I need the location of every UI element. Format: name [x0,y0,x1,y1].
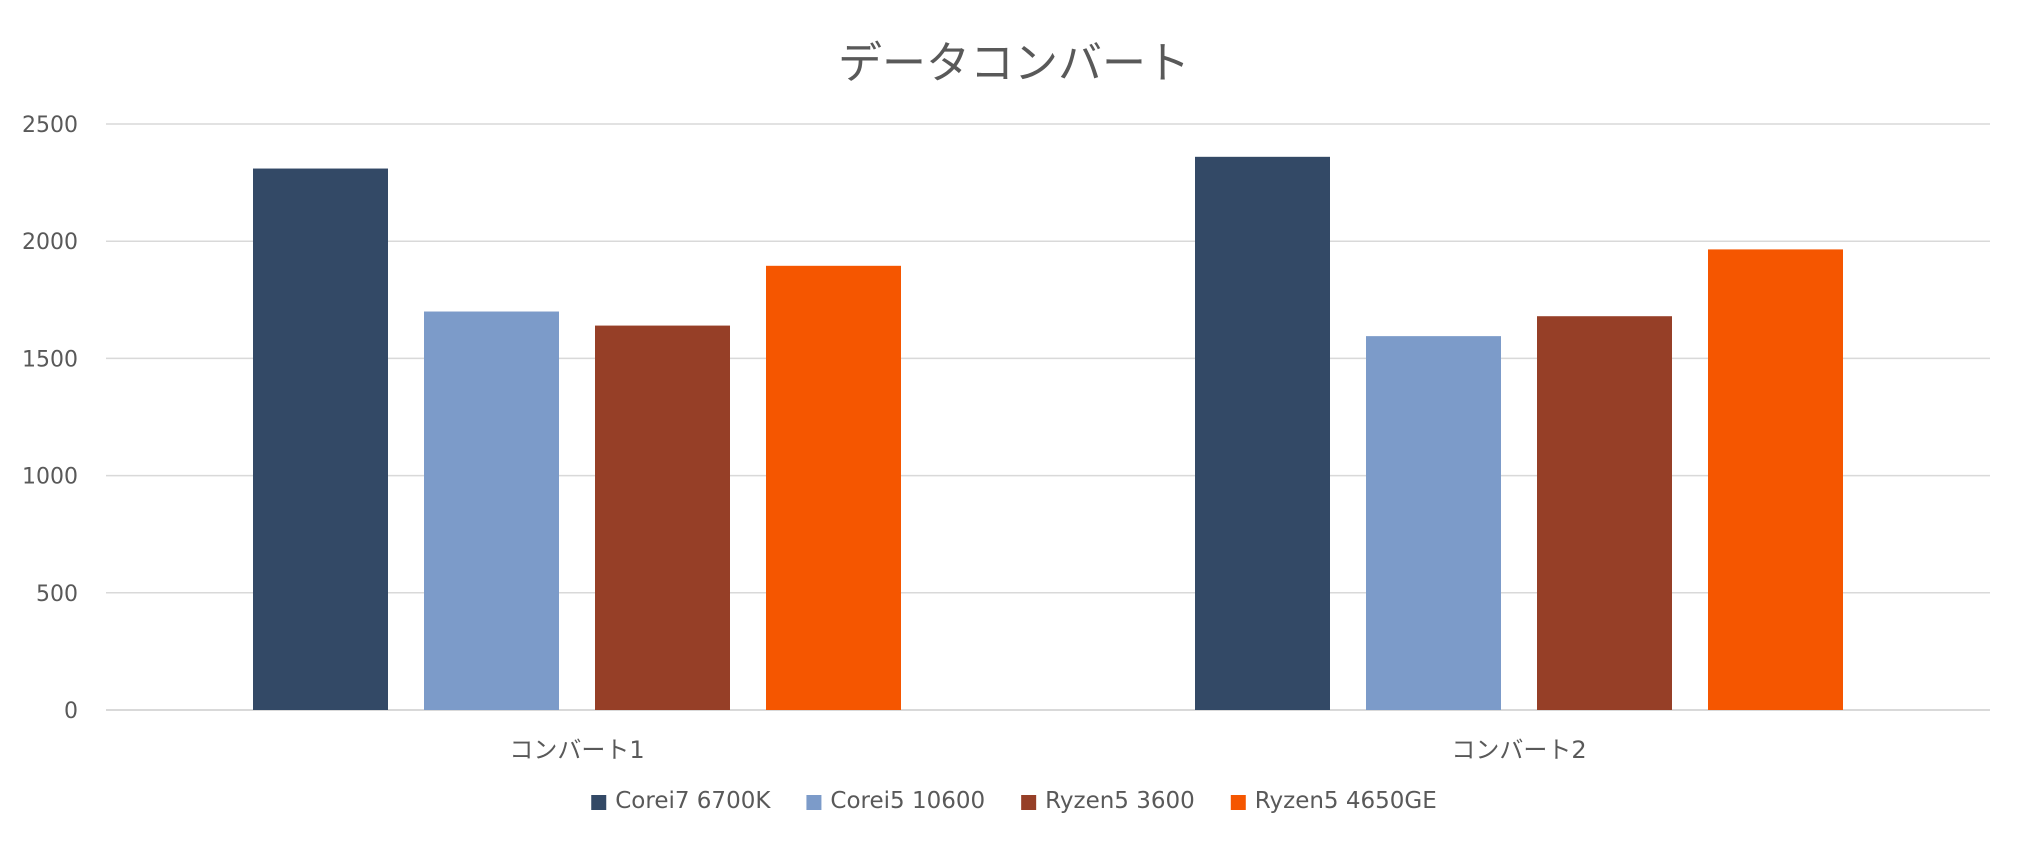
legend-item: Ryzen5 3600 [1021,788,1195,814]
y-axis-ticks: 0 500 1000 1500 2000 2500 [22,113,78,724]
bar-corei5-10600-cat1 [424,311,559,710]
legend-item: Ryzen5 4650GE [1230,788,1437,814]
legend: Corei7 6700K Corei5 10600 Ryzen5 3600 Ryzen… [591,788,1437,814]
bar-corei7-6700k-cat2 [1195,156,1330,711]
y-tick-label: 2500 [22,113,78,138]
gridlines [106,123,1990,711]
bar-corei7-6700k-cat1 [253,168,388,710]
y-tick-label: 500 [36,582,78,607]
legend-swatch [1230,795,1246,810]
legend-label: Ryzen5 4650GE [1255,788,1437,814]
x-axis-categories: コンバート1 コンバート2 [509,736,1586,764]
legend-item: Corei7 6700K [591,788,771,814]
y-tick-label: 1000 [22,465,78,490]
bar-corei5-10600-cat2 [1366,336,1501,710]
x-category-label: コンバート2 [1451,736,1586,764]
bar-ryzen5-4650ge-cat1 [766,265,901,710]
legend-label: Corei5 10600 [830,788,985,814]
legend-label: Corei7 6700K [615,788,771,814]
bar-ryzen5-3600-cat2 [1537,316,1672,710]
legend-item: Corei5 10600 [806,788,985,814]
legend-label: Ryzen5 3600 [1045,788,1195,814]
bar-ryzen5-4650ge-cat2 [1708,249,1843,711]
y-tick-label: 1500 [22,347,78,372]
legend-swatch [591,795,607,810]
y-tick-label: 2000 [22,230,78,255]
legend-swatch [806,795,822,810]
bars [253,156,1843,711]
chart-title: データコンバート [838,38,1190,89]
y-tick-label: 0 [64,699,78,724]
legend-swatch [1021,795,1037,810]
bar-ryzen5-3600-cat1 [595,325,730,710]
x-category-label: コンバート1 [509,736,644,764]
